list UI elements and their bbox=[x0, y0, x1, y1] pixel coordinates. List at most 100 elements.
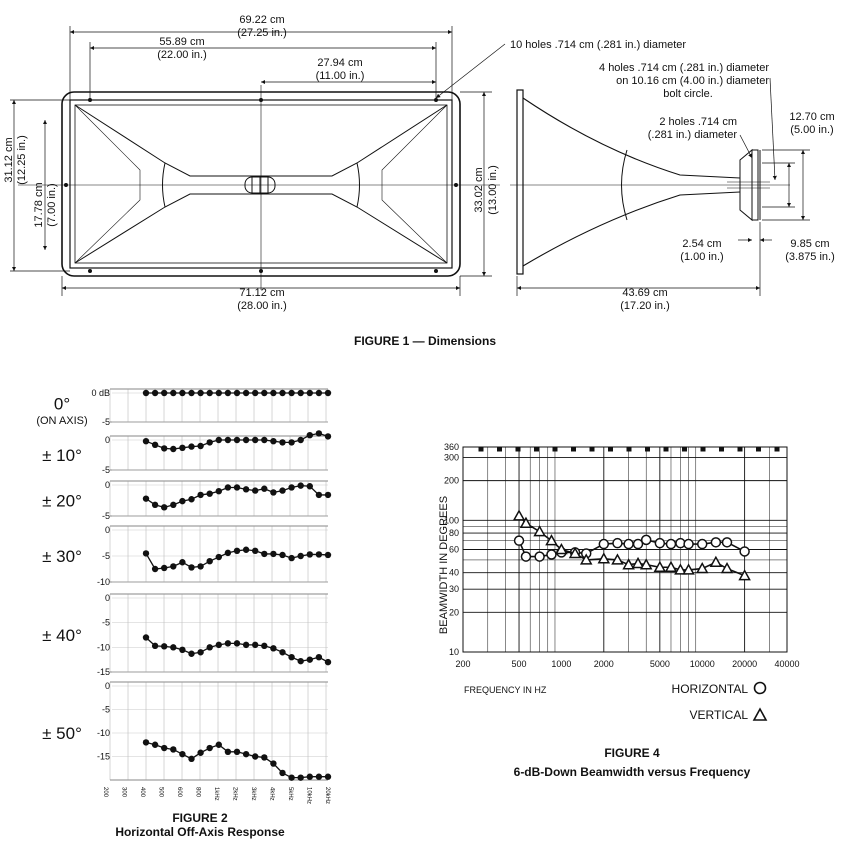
vertical-data-point bbox=[695, 562, 709, 574]
panel-data-point bbox=[142, 550, 150, 557]
y-tick-label: 10 bbox=[449, 647, 459, 657]
panel-data-point bbox=[151, 565, 159, 573]
panel-data-point bbox=[224, 549, 232, 557]
legend-horizontal: HORIZONTAL bbox=[672, 682, 749, 696]
panel-data-point bbox=[188, 650, 195, 657]
panel-tick-label: -5 bbox=[102, 417, 110, 427]
panel-data-point bbox=[188, 443, 195, 450]
dim-1270-in: (5.00 in.) bbox=[790, 124, 833, 136]
panel-data-point bbox=[261, 550, 268, 558]
legend-circle-icon bbox=[753, 681, 767, 695]
dim-985-in: (3.875 in.) bbox=[785, 251, 835, 263]
panel-angle-label: ± 50° bbox=[42, 724, 82, 743]
freq-label: 300 bbox=[121, 787, 127, 798]
dim-1270-cm: 12.70 cm bbox=[789, 111, 834, 123]
panel-data-point bbox=[315, 551, 323, 558]
panel-tick-label: 0 bbox=[105, 480, 110, 490]
x-tick-label: 1000 bbox=[551, 659, 571, 669]
vertical-data-point bbox=[674, 563, 687, 575]
horizontal-data-point bbox=[683, 538, 694, 550]
panel-tick-label: -5 bbox=[102, 551, 110, 561]
panel-data-point bbox=[242, 641, 250, 649]
panel-data-point bbox=[224, 389, 232, 397]
x-axis-label: FREQUENCY IN HZ bbox=[464, 685, 547, 695]
panel-data-point bbox=[288, 654, 295, 661]
panel-data-point bbox=[261, 436, 268, 444]
panel-data-point bbox=[279, 439, 286, 446]
front-view bbox=[18, 85, 500, 290]
panel-data-point bbox=[288, 554, 295, 562]
dim-1778-cm: 17.78 cm bbox=[33, 182, 45, 227]
panel-tick-label: 0 bbox=[105, 525, 110, 535]
freq-label: 500 bbox=[158, 787, 164, 798]
legend-vertical: VERTICAL bbox=[690, 708, 749, 722]
figure2-caption-2: Horizontal Off-Axis Response bbox=[115, 825, 285, 839]
vertical-data-point bbox=[653, 560, 667, 572]
vertical-data-point bbox=[512, 509, 526, 521]
dim-1778-in: (7.00 in.) bbox=[46, 183, 58, 226]
dim-254-in: (1.00 in.) bbox=[680, 251, 723, 263]
panel-tick-label: -5 bbox=[102, 618, 110, 628]
vertical-data-point bbox=[611, 553, 624, 565]
panel-data-point bbox=[252, 547, 259, 554]
panel-data-point bbox=[279, 389, 286, 397]
horizontal-data-point bbox=[520, 551, 532, 562]
dim-985-cm: 9.85 cm bbox=[790, 238, 829, 250]
on-axis-note: (ON AXIS) bbox=[36, 415, 87, 427]
y-tick-label: 300 bbox=[444, 452, 459, 462]
x-tick-label: 500 bbox=[512, 659, 527, 669]
panel-data-point bbox=[206, 744, 213, 752]
freq-label: 5kHz bbox=[287, 787, 293, 801]
panel-data-point bbox=[279, 487, 286, 494]
panel-data-point bbox=[306, 656, 313, 663]
panel-data-point bbox=[179, 646, 186, 653]
horizontal-data-point bbox=[710, 537, 722, 548]
panel-data-point bbox=[206, 644, 213, 651]
panel-data-point bbox=[324, 658, 332, 666]
figure2-caption-1: FIGURE 2 bbox=[172, 811, 228, 825]
panel-data-point bbox=[252, 436, 259, 444]
panel-data-point bbox=[324, 491, 332, 499]
dim-7112-in: (28.00 in.) bbox=[237, 300, 287, 312]
side-view bbox=[510, 89, 790, 275]
panel-data-point bbox=[179, 497, 186, 505]
panel-angle-label: ± 20° bbox=[42, 492, 82, 511]
panel-data-point bbox=[179, 389, 186, 397]
panel-data-point bbox=[215, 641, 222, 649]
dim-7112-cm: 71.12 cm bbox=[239, 287, 284, 299]
dim-4369-cm: 43.69 cm bbox=[622, 287, 667, 299]
panel-data-point bbox=[324, 551, 332, 559]
panel-data-point bbox=[151, 501, 159, 509]
note-four-holes-1: 4 holes .714 cm (.281 in.) diameter bbox=[599, 62, 769, 74]
top-marker bbox=[478, 446, 484, 452]
panel-data-point bbox=[315, 654, 323, 661]
panel-data-point bbox=[206, 558, 213, 565]
panel-data-point bbox=[142, 389, 150, 397]
y-tick-label: 30 bbox=[449, 584, 459, 594]
panel-data-point bbox=[215, 741, 222, 748]
freq-label: 2kHz bbox=[232, 787, 238, 801]
y-tick-label: 20 bbox=[449, 607, 459, 617]
panel-data-point bbox=[324, 389, 332, 397]
panel-data-point bbox=[151, 389, 159, 397]
panel-data-point bbox=[279, 769, 286, 777]
panel-data-point bbox=[142, 495, 150, 502]
panel-data-point bbox=[297, 552, 304, 560]
x-tick-label: 40000 bbox=[774, 659, 799, 669]
panel-tick-label: -10 bbox=[97, 642, 110, 652]
panel-tick-label: -10 bbox=[97, 577, 110, 587]
panel-data-point bbox=[151, 741, 159, 748]
panel-data-point bbox=[179, 750, 186, 758]
top-marker bbox=[774, 446, 780, 452]
panel-data-point bbox=[188, 564, 195, 571]
panel-data-point bbox=[161, 744, 168, 752]
vertical-data-point bbox=[597, 552, 611, 564]
panel-data-point bbox=[297, 436, 304, 444]
freq-label: 20kHz bbox=[324, 787, 330, 804]
panel-data-point bbox=[233, 436, 241, 444]
vertical-data-point bbox=[664, 560, 678, 572]
panel-data-point bbox=[233, 748, 241, 755]
x-tick-label: 5000 bbox=[650, 659, 670, 669]
top-marker bbox=[719, 446, 724, 452]
top-marker bbox=[608, 446, 613, 452]
